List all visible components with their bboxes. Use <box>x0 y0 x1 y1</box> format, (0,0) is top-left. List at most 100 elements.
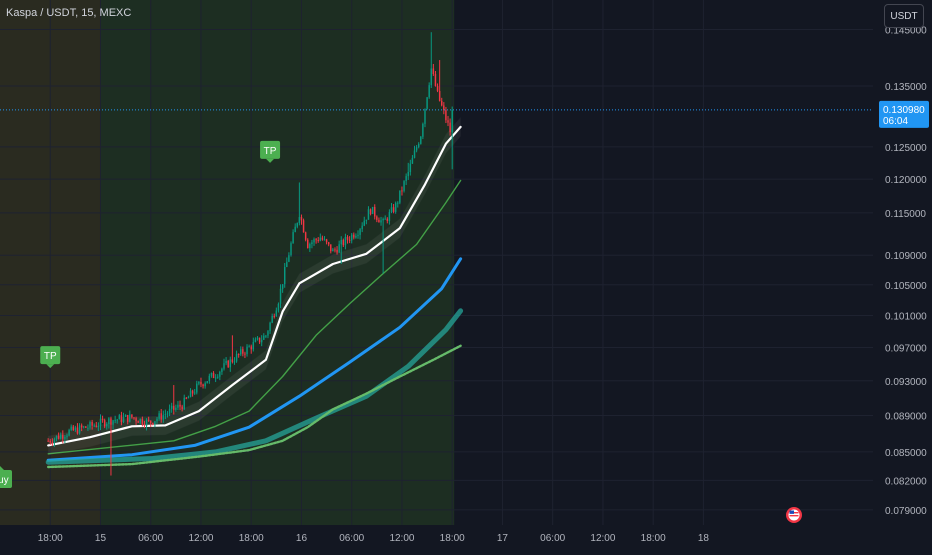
candle-body <box>256 337 259 340</box>
candle-body <box>242 349 244 354</box>
candle <box>382 217 384 274</box>
candle <box>212 371 215 379</box>
buy-signal[interactable]: Buy <box>0 466 12 489</box>
candle-body <box>420 136 422 144</box>
indicator-lines <box>45 117 464 469</box>
candle <box>273 313 275 319</box>
candle-body <box>353 234 355 238</box>
candle-body <box>386 218 389 221</box>
candle-body <box>300 217 303 221</box>
us-flag-event-icon[interactable] <box>786 507 802 523</box>
indicator-line-1 <box>47 125 462 447</box>
candle <box>371 206 374 215</box>
candle-body <box>330 244 332 252</box>
candle-body <box>436 85 439 91</box>
indicator-line-4 <box>45 308 464 465</box>
candle <box>309 242 311 252</box>
time-tick-label: 12:00 <box>590 533 615 544</box>
candle <box>267 329 269 339</box>
candle <box>443 102 445 115</box>
candle-body <box>332 249 334 252</box>
candle <box>390 203 393 214</box>
candle <box>131 414 133 419</box>
candle <box>302 218 305 233</box>
candle <box>304 231 307 242</box>
candle-body <box>263 335 265 340</box>
candle <box>72 425 75 431</box>
candle-body <box>235 353 238 362</box>
candle-body <box>116 419 118 421</box>
candle-body <box>68 430 70 436</box>
time-tick-label: 18:00 <box>239 533 264 544</box>
candle <box>47 438 49 442</box>
candle <box>248 344 250 348</box>
currency-button[interactable]: USDT <box>884 4 924 28</box>
candle-body <box>325 239 328 243</box>
candle <box>164 409 167 420</box>
candle-body <box>338 244 340 253</box>
candle <box>332 247 334 252</box>
time-tick-label: 12:00 <box>188 533 213 544</box>
candle <box>275 307 278 317</box>
candle-body <box>112 420 114 425</box>
candle <box>66 433 68 440</box>
price-tick-label: 0.105000 <box>885 281 927 292</box>
candle-body <box>133 417 135 419</box>
candle <box>49 438 51 445</box>
indicator-line-2 <box>47 179 462 455</box>
time-tick-label: 15 <box>95 533 107 544</box>
time-tick-label: 17 <box>497 533 509 544</box>
candle-body <box>141 418 144 425</box>
candle-body <box>122 416 125 422</box>
candle <box>116 418 118 424</box>
price-tick-label: 0.115000 <box>885 209 926 220</box>
candle <box>208 373 211 384</box>
candle <box>233 357 236 365</box>
candle-body <box>210 372 213 376</box>
candle-body <box>150 420 152 423</box>
candle <box>394 201 397 214</box>
symbol-title: Kaspa / USDT, 15, MEXC <box>6 7 131 19</box>
candle-body <box>139 418 141 423</box>
signal-box <box>40 346 61 365</box>
candle-body <box>70 426 72 431</box>
candle-body <box>327 242 330 245</box>
price-tick-label: 0.120000 <box>885 175 927 186</box>
candle <box>313 237 315 246</box>
candle-body <box>388 212 391 221</box>
candle <box>114 415 116 424</box>
candle-body <box>309 244 311 249</box>
tp-signal[interactable]: TP <box>260 140 281 163</box>
signal-box <box>0 470 12 489</box>
candle-body <box>59 434 62 439</box>
candle <box>415 145 418 153</box>
candle-body <box>413 150 416 158</box>
candle <box>110 416 112 476</box>
candle <box>428 82 430 99</box>
candle-body <box>311 242 313 245</box>
candle-body <box>152 422 154 425</box>
tp-signal[interactable]: TP <box>40 346 61 369</box>
candle <box>434 71 437 87</box>
signal-label: Buy <box>0 475 9 486</box>
candle <box>55 435 58 442</box>
candle <box>242 346 244 357</box>
candle <box>126 414 129 425</box>
candle-body <box>397 202 399 204</box>
candle <box>202 383 204 389</box>
candle-body <box>334 249 336 251</box>
price-tick-label: 0.109000 <box>885 251 927 262</box>
candle <box>392 204 395 214</box>
candle <box>103 418 106 429</box>
candle <box>250 344 252 354</box>
candle <box>338 240 340 253</box>
candle-body <box>401 190 403 192</box>
candle-body <box>156 418 158 422</box>
candle-body <box>367 209 370 220</box>
candle-body <box>415 147 418 151</box>
candle-body <box>443 105 445 111</box>
candle <box>288 252 290 263</box>
